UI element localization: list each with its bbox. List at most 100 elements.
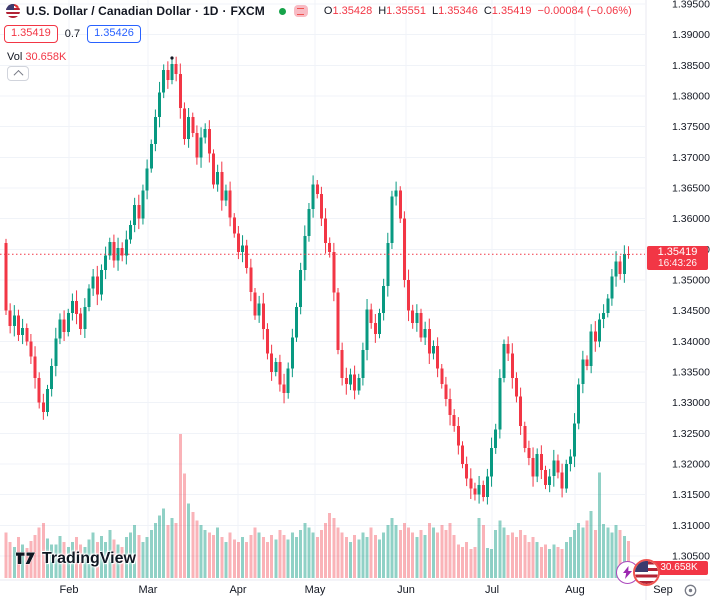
- symbol-legend[interactable]: U.S. Dollar / Canadian Dollar · 1D · FXC…: [6, 4, 632, 18]
- candle-body: [597, 319, 601, 342]
- volume-bar: [324, 522, 328, 578]
- volume-bar: [174, 522, 178, 578]
- volume-bar: [295, 537, 298, 578]
- volume-bar: [361, 532, 365, 578]
- candle-body: [29, 341, 33, 357]
- volume-bar: [431, 527, 435, 578]
- us-flag-icon: [635, 561, 658, 584]
- candle-body: [253, 292, 257, 316]
- volume-bar: [394, 525, 398, 578]
- candle-body: [16, 315, 20, 336]
- volume-bar: [506, 534, 510, 578]
- ohlc-readout: O1.35428 H1.35551 L1.35346 C1.35419 −0.0…: [324, 5, 632, 17]
- candle-body: [104, 255, 108, 271]
- volume-bar: [120, 546, 124, 578]
- volume-bar: [228, 532, 232, 578]
- candle-body: [212, 153, 215, 185]
- interval-label[interactable]: 1D: [202, 4, 219, 18]
- volume-bar: [315, 537, 319, 578]
- candle-body: [83, 307, 87, 330]
- volume-bar: [311, 532, 315, 578]
- high-label: H: [378, 5, 387, 17]
- volume-bar: [440, 525, 444, 578]
- bid-button[interactable]: 1.35419: [4, 25, 58, 43]
- axis-settings-button[interactable]: [683, 583, 698, 598]
- candle-body: [506, 343, 510, 354]
- candle-body: [465, 464, 469, 479]
- candle-body: [95, 276, 99, 295]
- volume-bar: [278, 530, 282, 578]
- candle-body: [407, 280, 411, 311]
- volume-bar: [622, 536, 626, 578]
- ask-button[interactable]: 1.35426: [87, 25, 141, 43]
- candle-body: [390, 196, 394, 244]
- candle-body: [539, 454, 543, 471]
- volume-bar: [523, 534, 527, 578]
- price-tick-label: 1.38500: [672, 60, 710, 72]
- candle-body: [261, 303, 265, 330]
- month-tick-label: Aug: [565, 584, 585, 596]
- candle-body: [241, 245, 245, 252]
- tradingview-wordmark: TradingView: [42, 549, 136, 567]
- volume-bar: [182, 473, 186, 578]
- volume-bar: [465, 542, 469, 578]
- spread-value: 0.7: [64, 28, 81, 40]
- candle-body: [477, 484, 481, 495]
- candle-body: [129, 224, 132, 240]
- collapse-legend-button[interactable]: [7, 66, 29, 81]
- price-tick-label: 1.31000: [672, 520, 710, 532]
- candle-body: [402, 218, 406, 280]
- candle-body: [12, 315, 16, 326]
- candle-body: [8, 310, 12, 326]
- volume-bar: [70, 542, 74, 578]
- volume-bar: [564, 542, 568, 578]
- volume-axis-tag: 30.658K: [650, 561, 708, 575]
- volume-bar: [378, 539, 381, 578]
- bid-ask-row: 1.35419 0.7 1.35426: [4, 25, 141, 43]
- candle-body: [602, 313, 606, 320]
- candle-body: [62, 319, 66, 333]
- candle-body: [386, 243, 390, 287]
- candle-body: [195, 132, 199, 158]
- market-open-dot-icon: [278, 7, 286, 15]
- volume-bar: [423, 534, 427, 578]
- candle-body: [174, 64, 178, 74]
- candle-body: [568, 456, 572, 464]
- candle-body: [108, 242, 112, 256]
- candle-body: [232, 217, 236, 234]
- candle-body: [166, 70, 170, 80]
- last-price-axis-tag[interactable]: 1.35419 16:43:26: [647, 246, 708, 270]
- volume-bar: [203, 530, 207, 578]
- candle-body: [66, 313, 70, 333]
- volume-bar: [166, 525, 170, 578]
- symbol-title[interactable]: U.S. Dollar / Canadian Dollar: [26, 4, 191, 18]
- volume-bar: [195, 520, 199, 578]
- exchange-label[interactable]: FXCM: [230, 4, 265, 18]
- price-tick-label: 1.33000: [672, 397, 710, 409]
- volume-bar: [54, 544, 58, 578]
- candle-body: [419, 313, 423, 338]
- candle-body: [311, 184, 315, 209]
- notes-badge-icon[interactable]: [293, 5, 308, 17]
- high-value: 1.35551: [386, 5, 426, 17]
- volume-bar: [158, 515, 162, 578]
- volume-bar: [62, 542, 66, 578]
- volume-bar: [485, 548, 489, 578]
- volume-bar: [307, 527, 311, 578]
- price-tick-label: 1.31500: [672, 489, 710, 501]
- volume-value: 30.658K: [25, 51, 67, 63]
- volume-bar: [490, 549, 494, 578]
- volume-bar: [265, 542, 269, 578]
- volume-bar: [369, 527, 373, 578]
- volume-bar: [411, 532, 415, 578]
- candle-body: [87, 288, 91, 307]
- candle-body: [490, 448, 494, 477]
- candle-body: [50, 365, 54, 390]
- us-flag-event-icon[interactable]: [633, 559, 660, 586]
- price-tick-label: 1.37500: [672, 121, 710, 133]
- candle-body: [535, 454, 539, 477]
- candle-body: [224, 190, 228, 201]
- candle-body: [485, 476, 489, 498]
- volume-bar: [606, 527, 610, 578]
